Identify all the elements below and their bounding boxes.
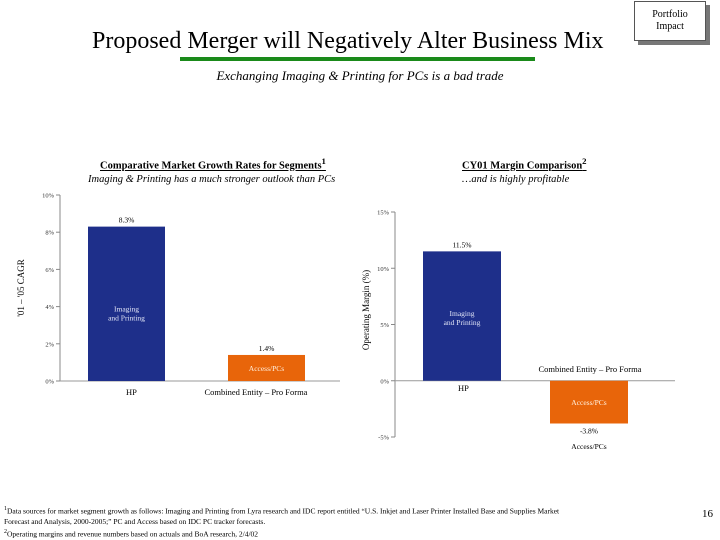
footnote-line-3: 2Operating margins and revenue numbers b… [4, 527, 684, 540]
chart1-bar-2 [228, 354, 305, 381]
chart1-bar-inner-label-2: and Printing [108, 314, 145, 323]
footnote: 1Data sources for market segment growth … [4, 504, 684, 539]
chart1-y-axis-label: '01 – '05 CAGR [16, 259, 26, 317]
chart1-heading-text: Comparative Market Growth Rates for Segm… [100, 160, 322, 172]
chart2-bar-value-label: 11.5% [452, 240, 471, 249]
chart1-y-tick-label: 0% [45, 379, 54, 386]
chart2-y-axis-label: Operating Margin (%) [361, 270, 371, 350]
badge-line-2: Impact [656, 21, 684, 32]
chart1-subheading: Imaging & Printing has a much stronger o… [88, 174, 336, 185]
portfolio-impact-badge: Portfolio Impact [634, 1, 706, 41]
chart2-y-tick-label: -5% [378, 435, 389, 442]
footnote-text-3: Operating margins and revenue numbers ba… [7, 529, 259, 538]
chart2-bar-1 [423, 251, 501, 381]
chart2-bar-2 [550, 380, 628, 424]
chart1-bar-1 [88, 226, 165, 381]
title-underline [180, 57, 535, 61]
chart1-bar-value-label: 8.3% [119, 216, 135, 225]
chart1-y-tick-label: 6% [45, 267, 54, 274]
footnote-line-2: Forecast and Analysis, 2000-2005;” PC an… [4, 516, 266, 526]
chart2-heading-sup: 2 [582, 156, 587, 166]
chart1-heading-sup: 1 [321, 156, 326, 166]
chart1-y-tick-label: 10% [42, 193, 55, 200]
chart2-heading-text: CY01 Margin Comparison [462, 160, 583, 172]
footnote-sup-1: 1 [4, 506, 7, 512]
chart2-y-tick-label: 0% [380, 378, 389, 385]
chart1-heading: Comparative Market Growth Rates for Segm… [100, 156, 326, 172]
chart1-y-tick-label: 8% [45, 230, 54, 237]
footnote-sup-2: 2 [4, 528, 7, 535]
chart2-y-tick-label: 10% [377, 266, 390, 273]
chart2-heading: CY01 Margin Comparison2 [462, 156, 587, 172]
chart1-bar-value-label: 1.4% [259, 344, 275, 353]
chart2-below-bar-label: Access/PCs [571, 442, 606, 451]
chart1-category-label: Combined Entity – Pro Forma [205, 387, 308, 397]
chart1-y-tick-label: 2% [45, 341, 54, 348]
page-title: Proposed Merger will Negatively Alter Bu… [92, 28, 604, 54]
chart2-bar-inner-label-2: and Printing [444, 318, 481, 327]
chart1-y-tick-label: 4% [45, 304, 54, 311]
chart1-bar-inner-label-3: Access/PCs [249, 364, 284, 373]
chart2-bar-value-label: -3.8% [580, 427, 598, 436]
badge-line-1: Portfolio [652, 9, 688, 20]
chart2-subheading: …and is highly profitable [462, 174, 570, 185]
page-number: 16 [702, 508, 713, 520]
chart2-category-label: Combined Entity – Pro Forma [539, 364, 642, 374]
page-subtitle: Exchanging Imaging & Printing for PCs is… [216, 68, 504, 83]
chart2-bar-inner-label-1: Imaging [450, 309, 475, 318]
chart2-y-tick-label: 5% [380, 322, 389, 329]
chart1-bar-inner-label-1: Imaging [114, 305, 139, 314]
footnote-line-1: 1Data sources for market segment growth … [4, 504, 684, 517]
chart1-category-label: HP [126, 387, 137, 397]
chart2-bar-inner-label-3: Access/PCs [571, 398, 606, 407]
footnote-text-1: Data sources for market segment growth a… [7, 506, 560, 516]
chart2-category-label: HP [458, 383, 469, 393]
chart2-y-tick-label: 15% [377, 210, 390, 217]
